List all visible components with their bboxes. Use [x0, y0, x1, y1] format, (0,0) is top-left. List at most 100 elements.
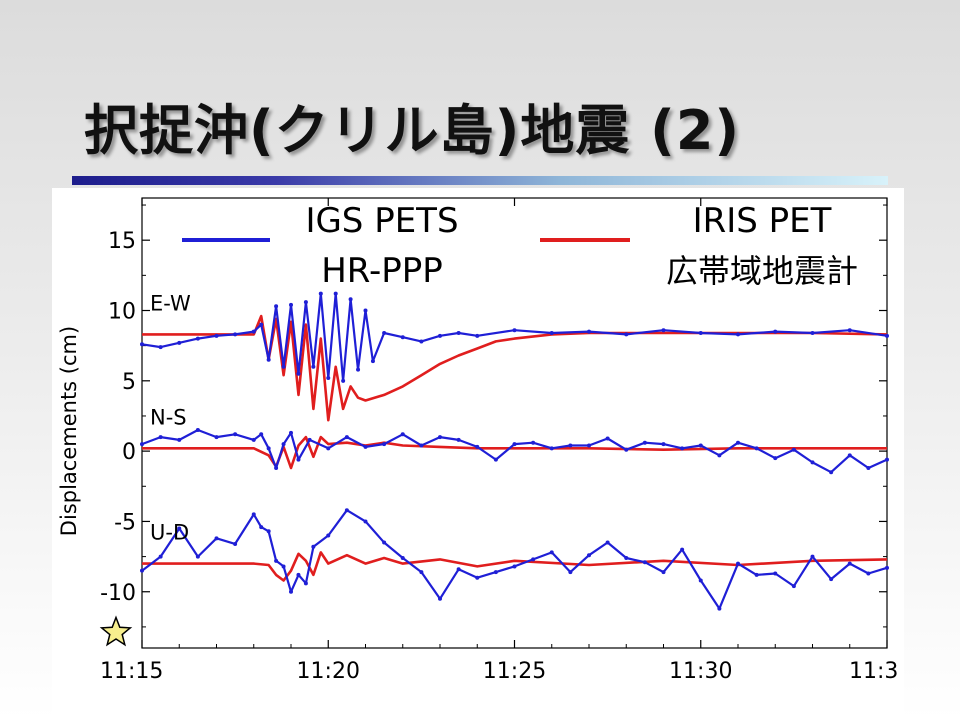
series-point-gps — [810, 331, 815, 335]
series-point-gps — [356, 367, 361, 372]
series-point-gps — [493, 457, 498, 462]
series-point-gps — [214, 435, 219, 440]
series-point-gps — [233, 541, 238, 546]
series-point-gps — [587, 329, 591, 334]
series-point-gps — [233, 332, 238, 337]
series-point-gps — [400, 432, 405, 437]
series-point-gps — [531, 440, 536, 445]
series-point-gps — [281, 564, 286, 569]
series-point-gps — [754, 446, 759, 451]
series-point-gps — [661, 442, 666, 447]
series-point-gps — [344, 435, 349, 440]
series-point-gps — [296, 457, 301, 462]
series-point-gps — [698, 443, 703, 448]
y-tick-label: 10 — [108, 300, 136, 325]
series-point-gps — [475, 333, 480, 338]
series-point-gps — [866, 571, 871, 576]
series-point-gps — [587, 553, 591, 558]
series-point-gps — [885, 565, 889, 570]
series-point-gps — [419, 443, 424, 448]
series-point-gps — [773, 456, 778, 461]
series-line-seismometer — [142, 551, 888, 582]
axis-layer — [141, 197, 888, 649]
series-point-gps — [259, 525, 264, 530]
x-tick-label: 11:3 — [849, 659, 898, 684]
series-point-gps — [810, 460, 815, 465]
series-point-gps — [456, 567, 461, 572]
series-point-gps — [344, 508, 349, 513]
series-point-gps — [318, 291, 323, 296]
plot-frame — [141, 197, 888, 649]
series-point-gps — [438, 596, 442, 601]
series-point-gps — [847, 561, 852, 566]
series-point-gps — [259, 322, 264, 327]
series-point-gps — [624, 447, 629, 452]
series-point-gps — [475, 444, 480, 449]
series-point-gps — [363, 519, 368, 524]
series-point-gps — [847, 453, 852, 458]
series-point-gps — [195, 336, 200, 341]
chart-panel: 15 10 5 0 -5 -10 11:15 11:20 11:25 11:30 11:3 Displ… — [52, 188, 904, 720]
series-point-gps — [177, 340, 182, 345]
series-point-gps — [311, 544, 316, 549]
series-point-gps — [717, 606, 722, 611]
y-tick-label: -10 — [100, 581, 136, 606]
y-tick-label: 0 — [122, 440, 136, 465]
series-point-gps — [251, 329, 256, 334]
series-point-gps — [303, 300, 308, 305]
series-point-gps — [233, 432, 238, 437]
series-point-gps — [400, 335, 405, 340]
series-point-gps — [736, 440, 740, 445]
series-point-gps — [438, 333, 442, 338]
series-point-gps — [531, 557, 536, 562]
series-point-gps — [307, 437, 312, 442]
series-point-gps — [456, 437, 461, 442]
series-point-gps — [512, 564, 517, 569]
x-tick-label: 11:30 — [669, 659, 732, 684]
series-point-gps — [311, 364, 316, 369]
series-point-gps — [698, 578, 703, 583]
series-point-gps — [642, 440, 647, 445]
series-point-gps — [624, 556, 629, 560]
series-point-gps — [266, 446, 271, 451]
series-point-gps — [158, 435, 163, 440]
series-point-gps — [791, 584, 796, 589]
series-point-gps — [661, 328, 666, 333]
series-point-gps — [680, 446, 685, 451]
series-line-seismometer — [142, 435, 887, 470]
title-underline-bar — [72, 176, 888, 185]
series-point-gps — [512, 442, 517, 447]
series-point-gps — [348, 297, 353, 302]
series-point-gps — [661, 570, 666, 575]
series-point-gps — [717, 453, 722, 458]
series-point-gps — [326, 446, 331, 451]
series-point-gps — [549, 550, 554, 555]
series-point-gps — [456, 331, 461, 335]
legend-label: IRIS PET — [693, 201, 832, 241]
legend-label: HR-PPP — [321, 251, 443, 291]
series-point-gps — [158, 554, 163, 559]
series-point-gps — [274, 304, 279, 309]
series-point-gps — [251, 437, 256, 442]
series-point-gps — [549, 331, 554, 335]
component-label: E-W — [150, 291, 191, 315]
series-point-gps — [382, 540, 387, 545]
series-point-gps — [493, 570, 498, 575]
series-point-gps — [698, 331, 703, 335]
series-line-gps — [141, 292, 888, 382]
x-tick-label: 11:15 — [100, 659, 163, 684]
series-point-gps — [214, 536, 219, 541]
series-point-gps — [773, 571, 778, 576]
y-tick-label: -5 — [114, 510, 136, 535]
series-point-gps — [140, 342, 144, 347]
x-tick-label: 11:20 — [297, 659, 360, 684]
component-label: U-D — [150, 521, 189, 545]
series-point-gps — [382, 442, 387, 447]
series-point-gps — [274, 558, 279, 563]
series-point-gps — [419, 339, 424, 344]
series-point-gps — [289, 302, 293, 307]
series-point-gps — [791, 447, 796, 452]
series-point-gps — [363, 444, 368, 449]
series-line-gps — [141, 509, 888, 610]
series-point-gps — [438, 435, 442, 440]
